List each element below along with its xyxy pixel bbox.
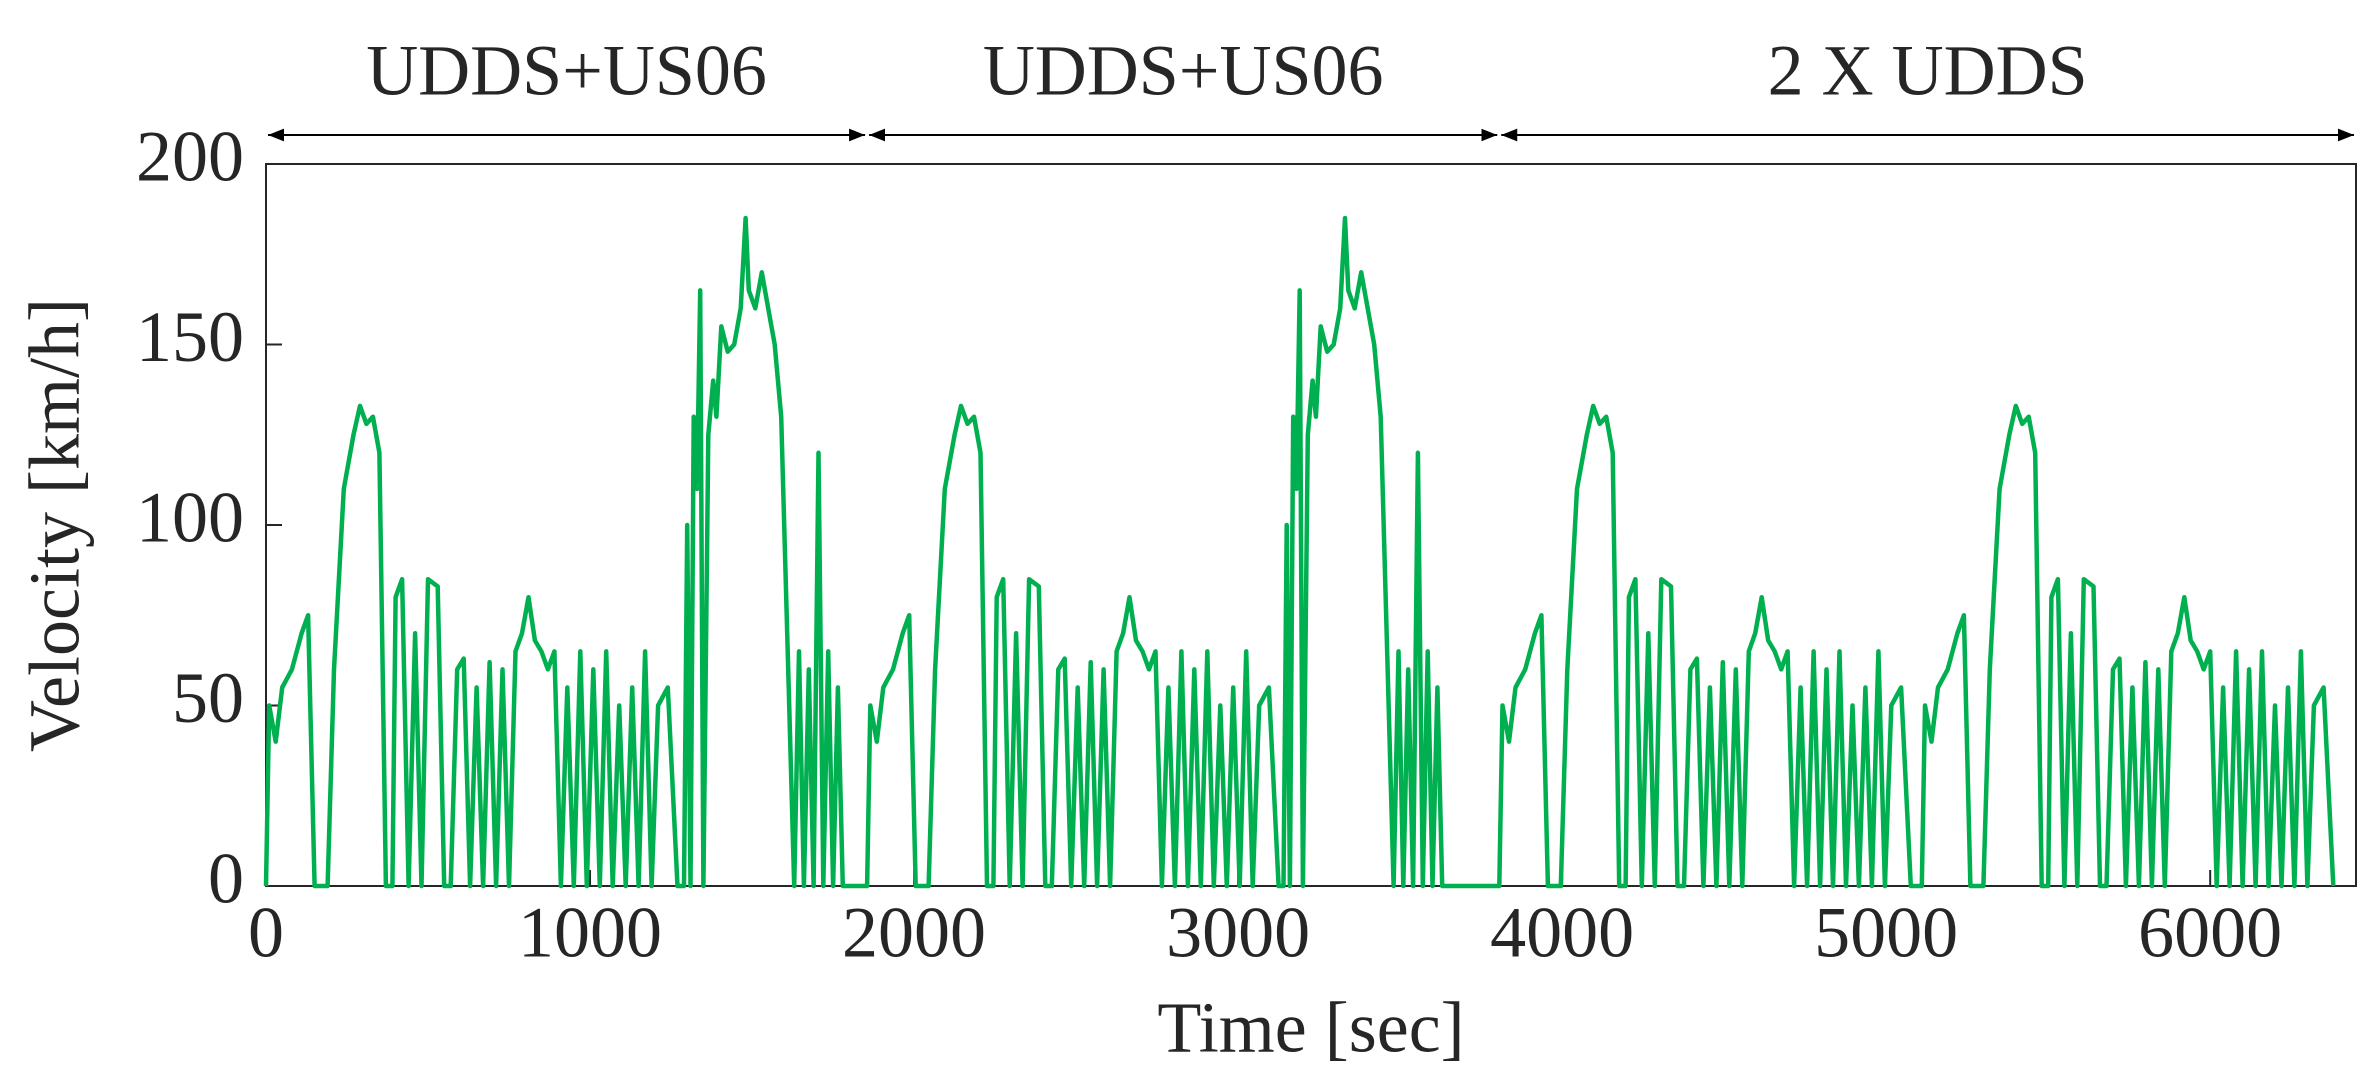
x-tick-label: 2000 <box>842 893 986 973</box>
y-tick-label: 0 <box>208 839 244 919</box>
plot-frame <box>265 163 2357 887</box>
annotation-label: UDDS+US06 <box>366 31 767 111</box>
y-tick-label: 150 <box>136 297 244 377</box>
x-tick-label: 5000 <box>1814 893 1958 973</box>
x-axis-label: Time [sec] <box>1157 988 1464 1068</box>
y-tick-label: 100 <box>136 478 244 558</box>
y-axis-label: Velocity [km/h] <box>15 298 95 752</box>
x-tick-label: 6000 <box>2138 893 2282 973</box>
y-tick-label: 50 <box>172 658 244 738</box>
annotation-label: 2 X UDDS <box>1768 31 2088 111</box>
x-tick-label: 3000 <box>1166 893 1310 973</box>
x-tick-label: 1000 <box>518 893 662 973</box>
velocity-line <box>263 215 2336 889</box>
x-tick-label: 4000 <box>1490 893 1634 973</box>
x-tick-label: 0 <box>248 893 284 973</box>
y-tick-label: 200 <box>136 117 244 197</box>
annotation-label: UDDS+US06 <box>983 31 1384 111</box>
